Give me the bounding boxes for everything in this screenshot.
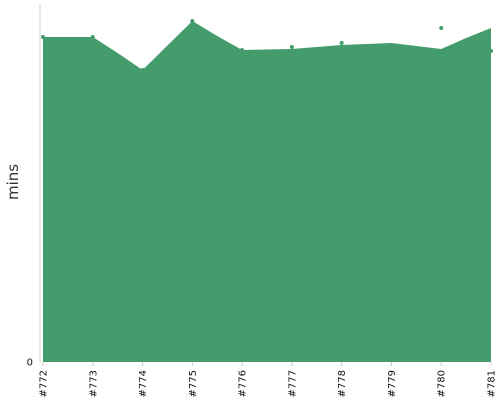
y-axis-title: mins [4,164,22,200]
x-tick-label: #774 [138,370,149,397]
x-tick-label: #772 [39,370,50,397]
data-point [339,41,344,45]
x-tick-label: #778 [337,370,348,397]
data-point [439,26,444,30]
x-tick-label: #780 [437,370,448,397]
x-ticks: #772 #773 #774 #775 #776 #777 #778 #779 #780 #781 [39,362,498,397]
data-point [90,35,95,39]
x-tick-label: #773 [88,370,99,397]
x-tick-label: #775 [188,370,199,397]
data-point [289,45,294,49]
y-ticks: 0 [27,358,33,369]
y-tick-label: 0 [27,358,33,369]
data-point [140,68,145,72]
data-point [190,19,195,23]
x-tick-label: #781 [487,370,498,397]
data-point [41,35,45,39]
data-point [240,48,245,52]
series-area [43,21,491,362]
x-tick-label: #779 [387,370,398,397]
x-tick-label: #777 [287,370,298,397]
data-point [389,47,394,51]
x-tick-label: #776 [238,370,249,397]
data-point [489,49,493,53]
series-layer [41,19,493,362]
